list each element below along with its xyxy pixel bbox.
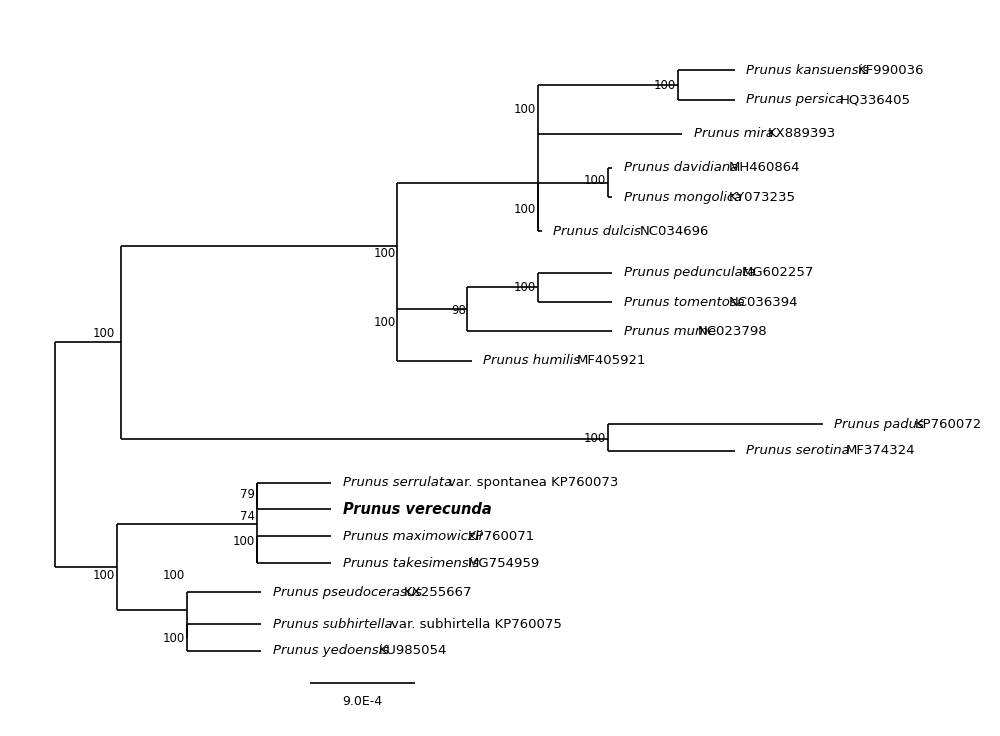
Text: 100: 100 [514,281,536,294]
Text: Prunus yedoensis: Prunus yedoensis [273,645,389,657]
Text: MH460864: MH460864 [729,161,801,174]
Text: var. subhirtella KP760075: var. subhirtella KP760075 [391,618,562,631]
Text: 100: 100 [93,328,115,340]
Text: Prunus davidiana: Prunus davidiana [624,161,738,174]
Text: Prunus pseudocerasus: Prunus pseudocerasus [273,586,422,599]
Text: Prunus mume: Prunus mume [624,325,716,338]
Text: KY073235: KY073235 [729,191,796,204]
Text: 98: 98 [451,304,466,317]
Text: KP760072: KP760072 [915,417,982,431]
Text: 100: 100 [373,247,395,260]
Text: Prunus mira: Prunus mira [694,127,774,141]
Text: KX889393: KX889393 [768,127,836,141]
Text: Prunus verecunda: Prunus verecunda [343,502,492,517]
Text: Prunus subhirtella: Prunus subhirtella [273,618,392,631]
Text: 79: 79 [240,489,255,501]
Text: Prunus serotina: Prunus serotina [746,445,850,458]
Text: var. spontanea KP760073: var. spontanea KP760073 [448,476,619,489]
Text: Prunus padus: Prunus padus [834,417,924,431]
Text: KX255667: KX255667 [403,586,472,599]
Text: 100: 100 [654,79,676,91]
Text: Prunus pedunculata: Prunus pedunculata [624,266,756,280]
Text: 100: 100 [373,316,395,329]
Text: HQ336405: HQ336405 [839,93,910,106]
Text: Prunus tomentosa: Prunus tomentosa [624,296,744,308]
Text: KP760071: KP760071 [467,530,535,543]
Text: Prunus serrulata: Prunus serrulata [343,476,452,489]
Text: 100: 100 [93,569,115,582]
Text: MG602257: MG602257 [742,266,814,280]
Text: Prunus humilis: Prunus humilis [483,354,580,367]
Text: 100: 100 [514,103,536,116]
Text: 100: 100 [514,203,536,216]
Text: Prunus takesimensis: Prunus takesimensis [343,556,479,570]
Text: KU985054: KU985054 [378,645,447,657]
Text: KF990036: KF990036 [858,64,925,77]
Text: 9.0E-4: 9.0E-4 [342,695,382,708]
Text: Prunus mongolica: Prunus mongolica [624,191,742,204]
Text: MG754959: MG754959 [467,556,540,570]
Text: MF374324: MF374324 [846,445,915,458]
Text: 100: 100 [584,174,606,187]
Text: MF405921: MF405921 [576,354,646,367]
Text: 100: 100 [163,569,185,582]
Text: NC023798: NC023798 [698,325,767,338]
Text: NC034696: NC034696 [640,225,710,238]
Text: Prunus dulcis: Prunus dulcis [553,225,641,238]
Text: 74: 74 [240,510,255,523]
Text: Prunus maximowiczii: Prunus maximowiczii [343,530,482,543]
Text: Prunus kansuensis: Prunus kansuensis [746,64,869,77]
Text: 100: 100 [233,535,255,548]
Text: NC036394: NC036394 [729,296,799,308]
Text: Prunus persica: Prunus persica [746,93,844,106]
Text: 100: 100 [163,632,185,645]
Text: 100: 100 [584,432,606,445]
